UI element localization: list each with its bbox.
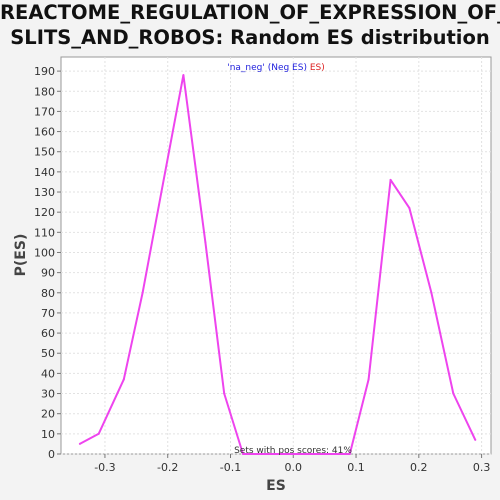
- y-tick-label: 10: [41, 428, 55, 441]
- y-tick-label: 190: [34, 65, 55, 78]
- plot-background: [61, 57, 491, 454]
- data-point: [204, 241, 206, 243]
- y-tick-label: 90: [41, 267, 55, 280]
- x-tick-label: 0.1: [347, 461, 365, 474]
- x-tick-label: -0.3: [94, 461, 115, 474]
- y-tick-label: 80: [41, 287, 55, 300]
- x-tick-label: -0.1: [220, 461, 241, 474]
- data-point: [368, 378, 370, 380]
- x-tick-label: -0.2: [157, 461, 178, 474]
- y-tick-label: 160: [34, 126, 55, 139]
- data-point: [123, 378, 125, 380]
- data-point: [79, 443, 81, 445]
- y-tick-label: 140: [34, 166, 55, 179]
- legend-part-1: (Neg ES): [268, 63, 310, 73]
- x-tick-label: 0.0: [285, 461, 303, 474]
- data-point: [408, 207, 410, 209]
- y-tick-label: 150: [34, 146, 55, 159]
- data-point: [160, 191, 162, 193]
- legend-part-2: ES): [310, 63, 325, 73]
- y-tick-label: 40: [41, 367, 55, 380]
- data-point: [142, 292, 144, 294]
- y-tick-label: 50: [41, 347, 55, 360]
- legend-part-0: 'na_neg': [227, 63, 267, 73]
- pos-scores-annotation: Sets with pos scores: 41%: [234, 446, 352, 456]
- y-tick-label: 70: [41, 307, 55, 320]
- legend-text: 'na_neg' (Neg ES) ES): [227, 63, 325, 73]
- data-point: [430, 292, 432, 294]
- y-tick-label: 120: [34, 206, 55, 219]
- y-tick-label: 170: [34, 105, 55, 118]
- y-tick-label: 110: [34, 226, 55, 239]
- y-axis-title: P(ES): [13, 234, 29, 277]
- y-tick-label: 20: [41, 408, 55, 421]
- x-tick-label: 0.2: [410, 461, 428, 474]
- y-tick-label: 30: [41, 388, 55, 401]
- y-tick-label: 100: [34, 246, 55, 259]
- x-axis-title: ES: [266, 478, 286, 494]
- data-point: [474, 439, 476, 441]
- x-tick-label: 0.3: [473, 461, 491, 474]
- data-point: [182, 74, 184, 76]
- y-tick-label: 180: [34, 85, 55, 98]
- data-point: [223, 393, 225, 395]
- data-point: [390, 179, 392, 181]
- data-point: [98, 433, 100, 435]
- y-tick-label: 130: [34, 186, 55, 199]
- data-point: [452, 393, 454, 395]
- y-tick-label: 60: [41, 327, 55, 340]
- y-tick-label: 0: [48, 448, 55, 461]
